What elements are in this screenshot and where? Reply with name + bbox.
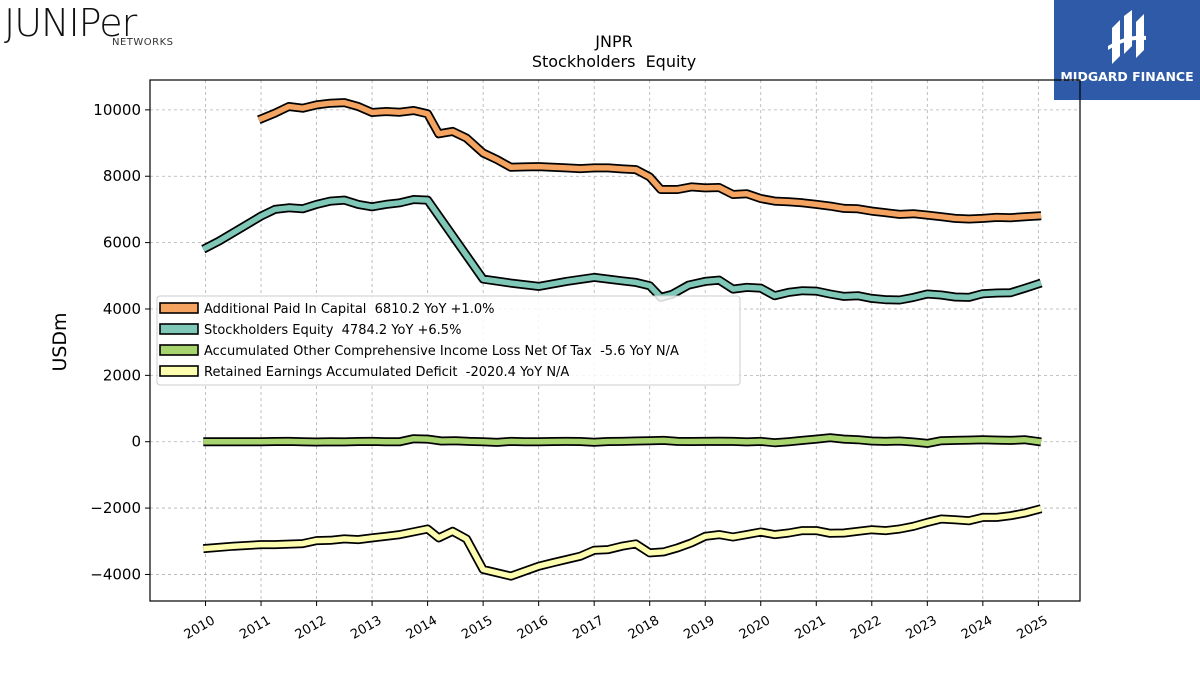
juniper-logo-subtitle: NETWORKS: [112, 37, 174, 48]
y-tick-label: 6000: [103, 234, 141, 252]
midgard-emblem-icon: [1108, 10, 1146, 64]
x-tick-label: 2012: [293, 613, 329, 643]
x-tick-label: 2018: [626, 613, 662, 643]
midgard-brand-text: MIDGARD FINANCE: [1060, 69, 1194, 84]
y-axis-label: USDm: [49, 312, 71, 371]
legend-swatch: [159, 323, 199, 335]
x-tick-label: 2014: [404, 613, 440, 643]
series-line: [203, 506, 1042, 579]
legend-swatch: [159, 302, 199, 314]
y-tick-label: 4000: [103, 300, 141, 318]
legend-swatch: [159, 344, 199, 356]
series-line: [257, 99, 1042, 222]
x-tick-label: 2019: [681, 613, 717, 643]
x-tick-label: 2024: [959, 613, 995, 643]
plot-frame: [149, 79, 1081, 602]
series-line: [202, 196, 1042, 303]
y-tick-label: 10000: [93, 101, 141, 119]
juniper-logo-word: JUNIPer: [4, 1, 137, 45]
series-line: [203, 434, 1042, 447]
x-tick-label: 2021: [792, 613, 828, 643]
x-tick-label: 2015: [459, 613, 495, 643]
legend-label: Stockholders Equity 4784.2 YoY +6.5%: [204, 323, 461, 338]
x-tick-label: 2013: [348, 613, 384, 643]
x-tick-label: 2011: [237, 613, 273, 643]
legend-label: Accumulated Other Comprehensive Income L…: [204, 344, 679, 359]
x-tick-label: 2017: [570, 613, 606, 643]
x-tick-label: 2022: [848, 613, 884, 643]
x-tick-label: 2016: [515, 613, 551, 643]
juniper-logo: JUNIPer NETWORKS: [4, 1, 173, 50]
legend-label: Retained Earnings Accumulated Deficit -2…: [204, 365, 569, 380]
series-layer: [201, 98, 1043, 581]
y-tick-label: 0: [131, 433, 141, 451]
legend-label: Additional Paid In Capital 6810.2 YoY +1…: [204, 302, 494, 317]
legend-box: [156, 295, 741, 386]
chart-subtitle: Stockholders Equity: [532, 52, 696, 71]
x-tick-label: 2010: [182, 613, 218, 643]
chart-title: JNPR: [594, 32, 632, 51]
legend: Additional Paid In Capital 6810.2 YoY +1…: [156, 295, 741, 386]
x-tick-label: 2020: [737, 613, 773, 643]
y-tick-label: −4000: [90, 565, 141, 583]
legend-swatch: [159, 365, 199, 377]
midgard-finance-logo: MIDGARD FINANCE: [1054, 0, 1200, 100]
x-tick-label: 2023: [903, 613, 939, 643]
y-tick-label: 2000: [103, 366, 141, 384]
y-tick-label: −2000: [90, 499, 141, 517]
y-tick-label: 8000: [103, 167, 141, 185]
x-tick-label: 2025: [1015, 613, 1051, 643]
